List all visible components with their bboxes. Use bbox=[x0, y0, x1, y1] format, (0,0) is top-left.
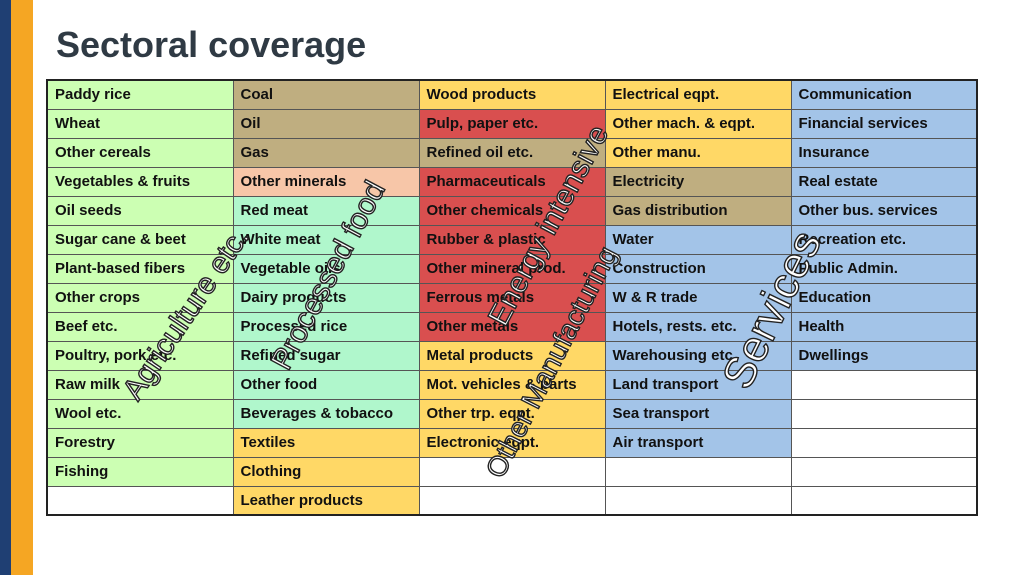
sector-cell: Coal bbox=[232, 79, 420, 110]
table-row: Oil seeds Red meat Other chemicals Gas dist… bbox=[46, 195, 978, 226]
sector-cell: Refined sugar bbox=[232, 340, 420, 371]
sector-cell: Other bus. services bbox=[790, 195, 978, 226]
table-row: Wool etc. Beverages & tobacco Other trp. e… bbox=[46, 398, 978, 429]
sector-cell: Health bbox=[790, 311, 978, 342]
sector-cell bbox=[418, 456, 606, 487]
sector-cell: Land transport bbox=[604, 369, 792, 400]
table-row: Raw milk Other food Mot. vehicles & parts L… bbox=[46, 369, 978, 400]
sector-cell: Electronic eqpt. bbox=[418, 427, 606, 458]
sector-cell bbox=[46, 485, 234, 516]
sector-cell: Construction bbox=[604, 253, 792, 284]
slide-title: Sectoral coverage bbox=[56, 24, 367, 65]
sector-cell: Recreation etc. bbox=[790, 224, 978, 255]
sector-cell: Beverages & tobacco bbox=[232, 398, 420, 429]
sector-cell: Forestry bbox=[46, 427, 234, 458]
sector-cell: Leather products bbox=[232, 485, 420, 516]
sector-cell: Plant-based fibers bbox=[46, 253, 234, 284]
sector-cell: Wood products bbox=[418, 79, 606, 110]
slide-accent-bar-orange bbox=[11, 0, 33, 575]
sector-cell: Real estate bbox=[790, 166, 978, 197]
sector-cell: Warehousing etc. bbox=[604, 340, 792, 371]
table-row: Forestry Textiles Electronic eqpt. Air tran… bbox=[46, 427, 978, 458]
sector-cell: Other crops bbox=[46, 282, 234, 313]
table-row: Poultry, pork etc. Refined sugar Metal pro… bbox=[46, 340, 978, 371]
sector-cell: Raw milk bbox=[46, 369, 234, 400]
sector-cell: Vegetable oils bbox=[232, 253, 420, 284]
sector-cell: Communication bbox=[790, 79, 978, 110]
table-row: Leather products bbox=[46, 485, 978, 516]
sector-cell: Rubber & plastic bbox=[418, 224, 606, 255]
sector-cell: Processed rice bbox=[232, 311, 420, 342]
sector-cell bbox=[604, 456, 792, 487]
sector-cell: Oil bbox=[232, 108, 420, 139]
sector-cell: Clothing bbox=[232, 456, 420, 487]
table-row: Other cereals Gas Refined oil etc. Other ma… bbox=[46, 137, 978, 168]
sector-cell: Other minerals bbox=[232, 166, 420, 197]
sector-cell bbox=[790, 456, 978, 487]
sector-cell: Insurance bbox=[790, 137, 978, 168]
sector-cell: Water bbox=[604, 224, 792, 255]
sector-cell: Financial services bbox=[790, 108, 978, 139]
sector-table: Paddy rice Coal Wood products Electrical eq… bbox=[46, 79, 978, 516]
slide-accent-divider bbox=[33, 0, 36, 575]
sector-cell: W & R trade bbox=[604, 282, 792, 313]
sector-cell: Red meat bbox=[232, 195, 420, 226]
sector-cell: Vegetables & fruits bbox=[46, 166, 234, 197]
sector-cell: Electricity bbox=[604, 166, 792, 197]
sector-cell: Sea transport bbox=[604, 398, 792, 429]
sector-cell: Other trp. eqpt. bbox=[418, 398, 606, 429]
sector-cell: Mot. vehicles & parts bbox=[418, 369, 606, 400]
sector-cell bbox=[790, 398, 978, 429]
sector-cell: Public Admin. bbox=[790, 253, 978, 284]
sector-cell: Dairy products bbox=[232, 282, 420, 313]
table-row: Beef etc. Processed rice Other metals Hotel… bbox=[46, 311, 978, 342]
sector-cell: Other manu. bbox=[604, 137, 792, 168]
sector-cell: Beef etc. bbox=[46, 311, 234, 342]
sector-cell: Wool etc. bbox=[46, 398, 234, 429]
sector-cell bbox=[790, 485, 978, 516]
table-row: Fishing Clothing bbox=[46, 456, 978, 487]
sector-cell: Hotels, rests. etc. bbox=[604, 311, 792, 342]
table-row: Wheat Oil Pulp, paper etc. Other mach. & eq… bbox=[46, 108, 978, 139]
sector-cell: Dwellings bbox=[790, 340, 978, 371]
sector-cell: Paddy rice bbox=[46, 79, 234, 110]
sector-cell: Pulp, paper etc. bbox=[418, 108, 606, 139]
sector-cell: Gas distribution bbox=[604, 195, 792, 226]
sector-cell: Refined oil etc. bbox=[418, 137, 606, 168]
table-row: Paddy rice Coal Wood products Electrical eq… bbox=[46, 79, 978, 110]
sector-cell: White meat bbox=[232, 224, 420, 255]
sector-cell: Other mineral prod. bbox=[418, 253, 606, 284]
sector-cell: Oil seeds bbox=[46, 195, 234, 226]
sector-cell: Other cereals bbox=[46, 137, 234, 168]
table-row: Sugar cane & beet White meat Rubber & plas… bbox=[46, 224, 978, 255]
sector-cell: Sugar cane & beet bbox=[46, 224, 234, 255]
sector-cell bbox=[418, 485, 606, 516]
sector-cell: Other food bbox=[232, 369, 420, 400]
sector-cell: Wheat bbox=[46, 108, 234, 139]
sector-cell: Fishing bbox=[46, 456, 234, 487]
sector-cell bbox=[790, 427, 978, 458]
table-row: Other crops Dairy products Ferrous metals W… bbox=[46, 282, 978, 313]
sector-cell: Gas bbox=[232, 137, 420, 168]
sector-cell bbox=[790, 369, 978, 400]
sector-cell: Metal products bbox=[418, 340, 606, 371]
sector-cell bbox=[604, 485, 792, 516]
sector-cell: Air transport bbox=[604, 427, 792, 458]
sector-cell: Electrical eqpt. bbox=[604, 79, 792, 110]
sector-cell: Other mach. & eqpt. bbox=[604, 108, 792, 139]
slide-accent-bar-navy bbox=[0, 0, 11, 575]
sector-cell: Other chemicals bbox=[418, 195, 606, 226]
sector-cell: Ferrous metals bbox=[418, 282, 606, 313]
sector-cell: Poultry, pork etc. bbox=[46, 340, 234, 371]
table-row: Vegetables & fruits Other minerals Pharmac… bbox=[46, 166, 978, 197]
sector-cell: Other metals bbox=[418, 311, 606, 342]
sector-cell: Pharmaceuticals bbox=[418, 166, 606, 197]
sector-cell: Education bbox=[790, 282, 978, 313]
sector-cell: Textiles bbox=[232, 427, 420, 458]
table-row: Plant-based fibers Vegetable oils Other mi… bbox=[46, 253, 978, 284]
